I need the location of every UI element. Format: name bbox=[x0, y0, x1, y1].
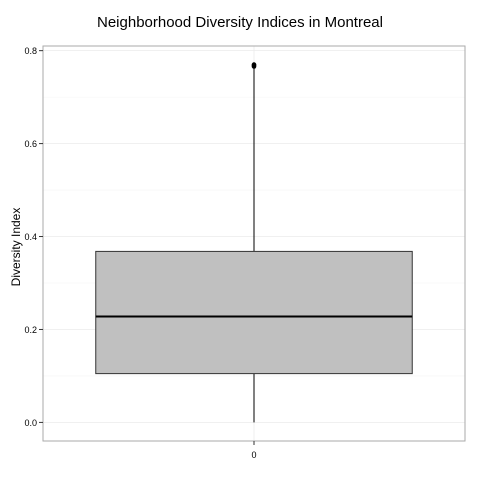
y-tick-label: 0.8 bbox=[24, 46, 37, 56]
x-tick-label: 0 bbox=[251, 450, 256, 460]
y-tick-label: 0.4 bbox=[24, 232, 37, 242]
y-tick-label: 0.2 bbox=[24, 325, 37, 335]
outlier-point bbox=[251, 62, 257, 67]
box-iqr bbox=[95, 250, 413, 375]
y-tick-label: 0.0 bbox=[24, 418, 37, 428]
chart-title: Neighborhood Diversity Indices in Montre… bbox=[97, 14, 383, 31]
y-tick-label: 0.6 bbox=[24, 139, 37, 149]
